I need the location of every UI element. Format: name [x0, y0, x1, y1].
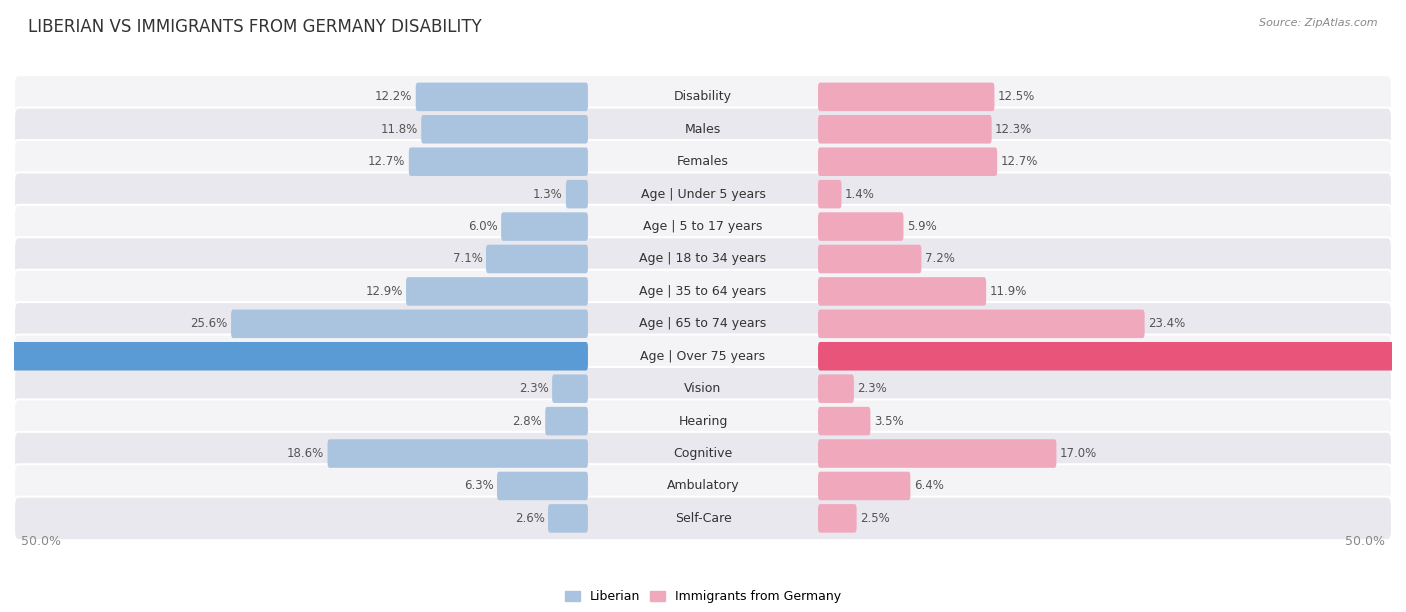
- FancyBboxPatch shape: [546, 407, 588, 435]
- Text: Disability: Disability: [673, 91, 733, 103]
- Text: 50.0%: 50.0%: [21, 536, 60, 548]
- Text: 3.5%: 3.5%: [875, 414, 904, 428]
- Text: Males: Males: [685, 123, 721, 136]
- FancyBboxPatch shape: [14, 400, 1392, 443]
- Text: 11.9%: 11.9%: [990, 285, 1026, 298]
- FancyBboxPatch shape: [486, 245, 588, 273]
- Text: 12.9%: 12.9%: [366, 285, 402, 298]
- Text: Age | 65 to 74 years: Age | 65 to 74 years: [640, 318, 766, 330]
- FancyBboxPatch shape: [14, 108, 1392, 151]
- Text: Vision: Vision: [685, 382, 721, 395]
- FancyBboxPatch shape: [14, 237, 1392, 281]
- FancyBboxPatch shape: [818, 472, 910, 500]
- FancyBboxPatch shape: [818, 439, 1056, 468]
- FancyBboxPatch shape: [818, 277, 986, 305]
- Legend: Liberian, Immigrants from Germany: Liberian, Immigrants from Germany: [560, 585, 846, 608]
- FancyBboxPatch shape: [0, 342, 588, 370]
- FancyBboxPatch shape: [548, 504, 588, 532]
- Text: 17.0%: 17.0%: [1060, 447, 1097, 460]
- FancyBboxPatch shape: [501, 212, 588, 241]
- Text: 50.0%: 50.0%: [1346, 536, 1385, 548]
- Text: 11.8%: 11.8%: [381, 123, 418, 136]
- Text: 2.8%: 2.8%: [512, 414, 541, 428]
- Text: 12.3%: 12.3%: [995, 123, 1032, 136]
- Text: Age | Under 5 years: Age | Under 5 years: [641, 188, 765, 201]
- FancyBboxPatch shape: [406, 277, 588, 305]
- FancyBboxPatch shape: [818, 147, 997, 176]
- Text: LIBERIAN VS IMMIGRANTS FROM GERMANY DISABILITY: LIBERIAN VS IMMIGRANTS FROM GERMANY DISA…: [28, 18, 482, 36]
- Text: 2.5%: 2.5%: [860, 512, 890, 525]
- FancyBboxPatch shape: [416, 83, 588, 111]
- Text: Ambulatory: Ambulatory: [666, 479, 740, 493]
- FancyBboxPatch shape: [818, 212, 904, 241]
- Text: 18.6%: 18.6%: [287, 447, 323, 460]
- FancyBboxPatch shape: [14, 205, 1392, 248]
- FancyBboxPatch shape: [231, 310, 588, 338]
- FancyBboxPatch shape: [14, 367, 1392, 411]
- Text: Hearing: Hearing: [678, 414, 728, 428]
- Text: 2.3%: 2.3%: [858, 382, 887, 395]
- FancyBboxPatch shape: [409, 147, 588, 176]
- FancyBboxPatch shape: [818, 245, 921, 273]
- FancyBboxPatch shape: [422, 115, 588, 144]
- Text: 25.6%: 25.6%: [190, 318, 228, 330]
- Text: 7.2%: 7.2%: [925, 253, 955, 266]
- FancyBboxPatch shape: [14, 465, 1392, 508]
- FancyBboxPatch shape: [818, 407, 870, 435]
- FancyBboxPatch shape: [14, 432, 1392, 476]
- Text: 1.3%: 1.3%: [533, 188, 562, 201]
- FancyBboxPatch shape: [565, 180, 588, 209]
- FancyBboxPatch shape: [14, 335, 1392, 378]
- Text: Source: ZipAtlas.com: Source: ZipAtlas.com: [1260, 18, 1378, 28]
- Text: Age | 35 to 64 years: Age | 35 to 64 years: [640, 285, 766, 298]
- FancyBboxPatch shape: [328, 439, 588, 468]
- FancyBboxPatch shape: [818, 375, 853, 403]
- Text: 7.1%: 7.1%: [453, 253, 482, 266]
- Text: Age | 5 to 17 years: Age | 5 to 17 years: [644, 220, 762, 233]
- FancyBboxPatch shape: [818, 342, 1406, 370]
- Text: 12.7%: 12.7%: [1001, 155, 1038, 168]
- FancyBboxPatch shape: [14, 173, 1392, 216]
- FancyBboxPatch shape: [14, 75, 1392, 119]
- FancyBboxPatch shape: [14, 140, 1392, 184]
- FancyBboxPatch shape: [818, 180, 841, 209]
- Text: 23.4%: 23.4%: [1149, 318, 1185, 330]
- Text: 5.9%: 5.9%: [907, 220, 936, 233]
- Text: Age | 18 to 34 years: Age | 18 to 34 years: [640, 253, 766, 266]
- FancyBboxPatch shape: [818, 115, 991, 144]
- FancyBboxPatch shape: [14, 497, 1392, 540]
- Text: Females: Females: [678, 155, 728, 168]
- Text: 6.3%: 6.3%: [464, 479, 494, 493]
- Text: Self-Care: Self-Care: [675, 512, 731, 525]
- FancyBboxPatch shape: [496, 472, 588, 500]
- Text: 12.5%: 12.5%: [998, 91, 1035, 103]
- Text: 12.7%: 12.7%: [368, 155, 405, 168]
- FancyBboxPatch shape: [553, 375, 588, 403]
- Text: 46.7%: 46.7%: [1402, 349, 1406, 363]
- Text: 2.6%: 2.6%: [515, 512, 544, 525]
- FancyBboxPatch shape: [14, 270, 1392, 313]
- Text: 6.4%: 6.4%: [914, 479, 943, 493]
- Text: 1.4%: 1.4%: [845, 188, 875, 201]
- Text: 6.0%: 6.0%: [468, 220, 498, 233]
- Text: 12.2%: 12.2%: [375, 91, 412, 103]
- FancyBboxPatch shape: [818, 310, 1144, 338]
- FancyBboxPatch shape: [818, 504, 856, 532]
- FancyBboxPatch shape: [14, 302, 1392, 346]
- Text: Age | Over 75 years: Age | Over 75 years: [641, 349, 765, 363]
- Text: Cognitive: Cognitive: [673, 447, 733, 460]
- FancyBboxPatch shape: [818, 83, 994, 111]
- Text: 2.3%: 2.3%: [519, 382, 548, 395]
